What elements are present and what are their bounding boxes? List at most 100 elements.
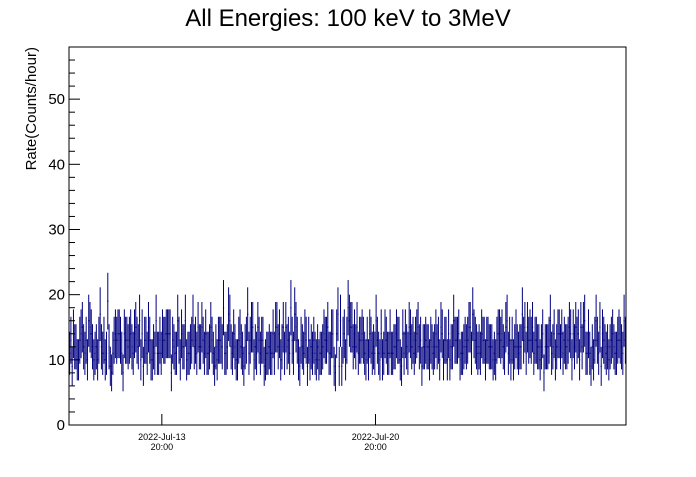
data-point (417, 326, 419, 328)
data-point (458, 333, 460, 335)
data-point (422, 346, 424, 348)
data-point (350, 326, 352, 328)
data-point (437, 339, 440, 341)
data-point (257, 326, 259, 328)
data-point (318, 359, 320, 361)
data-point (595, 320, 597, 322)
data-point (615, 352, 618, 354)
data-point (300, 339, 302, 341)
data-point (500, 339, 502, 341)
data-point (155, 320, 157, 322)
data-point (512, 359, 515, 361)
data-point (524, 326, 526, 328)
data-point (539, 359, 541, 361)
data-point (152, 346, 155, 348)
x-tick-date-label: 2022-Jul-13 (138, 432, 186, 442)
data-point (130, 333, 132, 335)
data-point (198, 346, 200, 348)
data-point (379, 359, 381, 361)
data-point (604, 346, 606, 348)
data-point (163, 339, 165, 341)
data-point (188, 352, 190, 354)
data-point (594, 339, 596, 341)
y-tick-label: 0 (57, 417, 65, 434)
data-point (263, 365, 265, 367)
data-point (533, 352, 535, 354)
data-point (104, 359, 106, 361)
data-point (85, 339, 87, 341)
data-point (241, 352, 244, 354)
data-point (591, 346, 593, 348)
data-point (407, 352, 409, 354)
data-point (515, 333, 517, 335)
data-point (473, 333, 475, 335)
data-point (131, 346, 133, 348)
data-point (446, 359, 448, 361)
data-point (351, 326, 353, 328)
data-point (442, 359, 445, 361)
data-point (297, 359, 300, 361)
data-point (205, 333, 207, 335)
data-point (308, 339, 310, 341)
data-point (463, 346, 465, 348)
data-point (384, 333, 386, 335)
data-point (392, 352, 394, 354)
data-point (506, 320, 508, 322)
data-point (582, 326, 584, 328)
data-point (584, 320, 586, 322)
data-point (285, 326, 287, 328)
data-point (586, 352, 588, 354)
data-point (295, 326, 297, 328)
data-point (397, 339, 399, 341)
data-point (194, 339, 197, 341)
data-point (70, 339, 72, 341)
data-point (360, 339, 362, 341)
data-point (482, 339, 484, 341)
data-point (598, 352, 600, 354)
data-point (81, 326, 83, 328)
data-point (221, 346, 223, 348)
data-point (236, 359, 239, 361)
data-point (135, 326, 137, 328)
data-point (210, 326, 212, 328)
data-point (608, 359, 610, 361)
data-point (477, 352, 479, 354)
data-point (325, 339, 328, 341)
data-point (146, 352, 148, 354)
data-point (309, 359, 311, 361)
data-point (418, 346, 420, 348)
data-point (570, 333, 572, 335)
data-point (481, 333, 483, 335)
data-point (324, 339, 326, 341)
data-point (306, 365, 309, 367)
data-point (461, 352, 464, 354)
data-point (510, 359, 512, 361)
data-point (280, 359, 282, 361)
data-point (483, 339, 485, 341)
data-point (606, 346, 609, 348)
data-point (161, 333, 164, 335)
data-point (317, 346, 319, 348)
data-point (217, 339, 220, 341)
data-point (168, 333, 170, 335)
data-point (343, 333, 345, 335)
data-point (341, 365, 343, 367)
data-point (543, 372, 545, 374)
data-point (255, 352, 258, 354)
data-point (235, 359, 237, 361)
data-point (133, 333, 136, 335)
data-point (266, 352, 268, 354)
data-point (356, 326, 358, 328)
data-point (496, 339, 498, 341)
data-point (166, 333, 169, 335)
data-point (91, 346, 94, 348)
data-point (599, 326, 601, 328)
data-point (390, 352, 392, 354)
data-point (540, 346, 543, 348)
data-point (93, 359, 95, 361)
data-point (509, 339, 511, 341)
data-point (385, 339, 387, 341)
data-point (581, 346, 583, 348)
data-point (240, 346, 242, 348)
data-point (374, 352, 376, 354)
